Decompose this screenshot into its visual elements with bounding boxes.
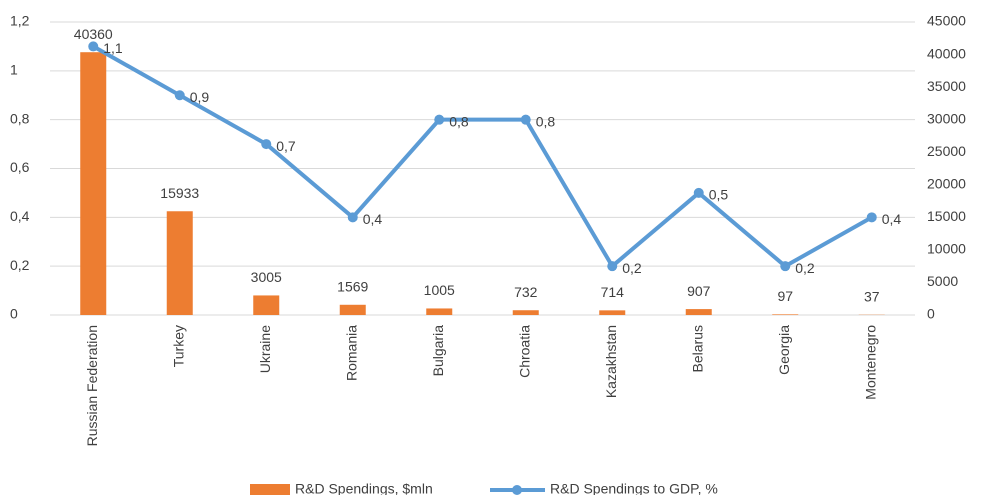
y-tick-label: 0 [10,306,18,322]
y2-tick-label: 25000 [927,143,966,159]
bar [772,314,799,315]
y-tick-label: 0,6 [10,159,30,175]
line-label: 0,4 [363,211,383,227]
bar [426,308,453,315]
line-marker [780,261,791,272]
line-label: 0,8 [536,113,556,129]
legend-marker [512,485,522,495]
y-tick-label: 1 [10,62,18,78]
bar-label: 97 [777,288,793,304]
bar-label: 732 [514,284,538,300]
bar-label: 1005 [424,282,455,298]
x-tick-label: Russian Federation [84,325,100,446]
y-tick-label: 0,8 [10,110,30,126]
bar-label: 907 [687,283,711,299]
line-marker [520,114,531,125]
line-label: 0,2 [622,260,642,276]
y2-tick-label: 35000 [927,78,966,94]
legend-label: R&D Spendings to GDP, % [550,481,718,495]
bar [253,295,280,315]
bar-label: 37 [864,288,880,304]
line-label: 1,1 [103,40,123,56]
line-marker [88,41,99,52]
line-marker [693,187,704,198]
line-marker [347,212,358,223]
line-label: 0,5 [709,187,729,203]
y-tick-label: 0,4 [10,208,30,224]
line-label: 0,8 [449,113,469,129]
x-tick-label: Montenegro [862,325,878,400]
bar [685,309,712,315]
bar-label: 714 [601,284,625,300]
y2-tick-label: 10000 [927,241,966,257]
x-tick-label: Turkey [170,325,186,367]
bar-label: 3005 [251,269,282,285]
bar-label: 1569 [337,278,368,294]
bar [599,310,626,315]
x-tick-label: Georgia [776,325,792,375]
y2-tick-label: 20000 [927,175,966,191]
legend-swatch [250,484,290,495]
x-tick-label: Romania [343,325,359,381]
x-tick-label: Chroatia [516,325,532,378]
line-label: 0,4 [882,211,902,227]
y2-tick-label: 15000 [927,208,966,224]
y2-tick-label: 0 [927,306,935,322]
bar [339,304,366,315]
line-marker [607,261,618,272]
x-tick-label: Kazakhstan [603,325,619,398]
bar [166,211,193,315]
bar-label: 15933 [160,185,199,201]
line-marker [866,212,877,223]
line [92,44,873,269]
line-marker [434,114,445,125]
legend-label: R&D Spendings, $mln [295,481,433,495]
y2-tick-label: 45000 [927,13,966,29]
line-label: 0,7 [276,138,296,154]
y2-tick-label: 40000 [927,45,966,61]
line-label: 0,9 [190,89,210,105]
x-tick-label: Belarus [689,325,705,372]
line-marker [174,90,185,101]
bar-label: 40360 [74,26,113,42]
x-tick-label: Bulgaria [430,325,446,377]
line-marker [261,139,272,150]
y-tick-label: 1,2 [10,13,30,29]
bar [80,52,107,316]
line-label: 0,2 [795,260,815,276]
y2-tick-label: 30000 [927,110,966,126]
x-tick-label: Ukraine [257,325,273,373]
bar [512,310,539,315]
y-tick-label: 0,2 [10,257,30,273]
y2-tick-label: 5000 [927,273,958,289]
